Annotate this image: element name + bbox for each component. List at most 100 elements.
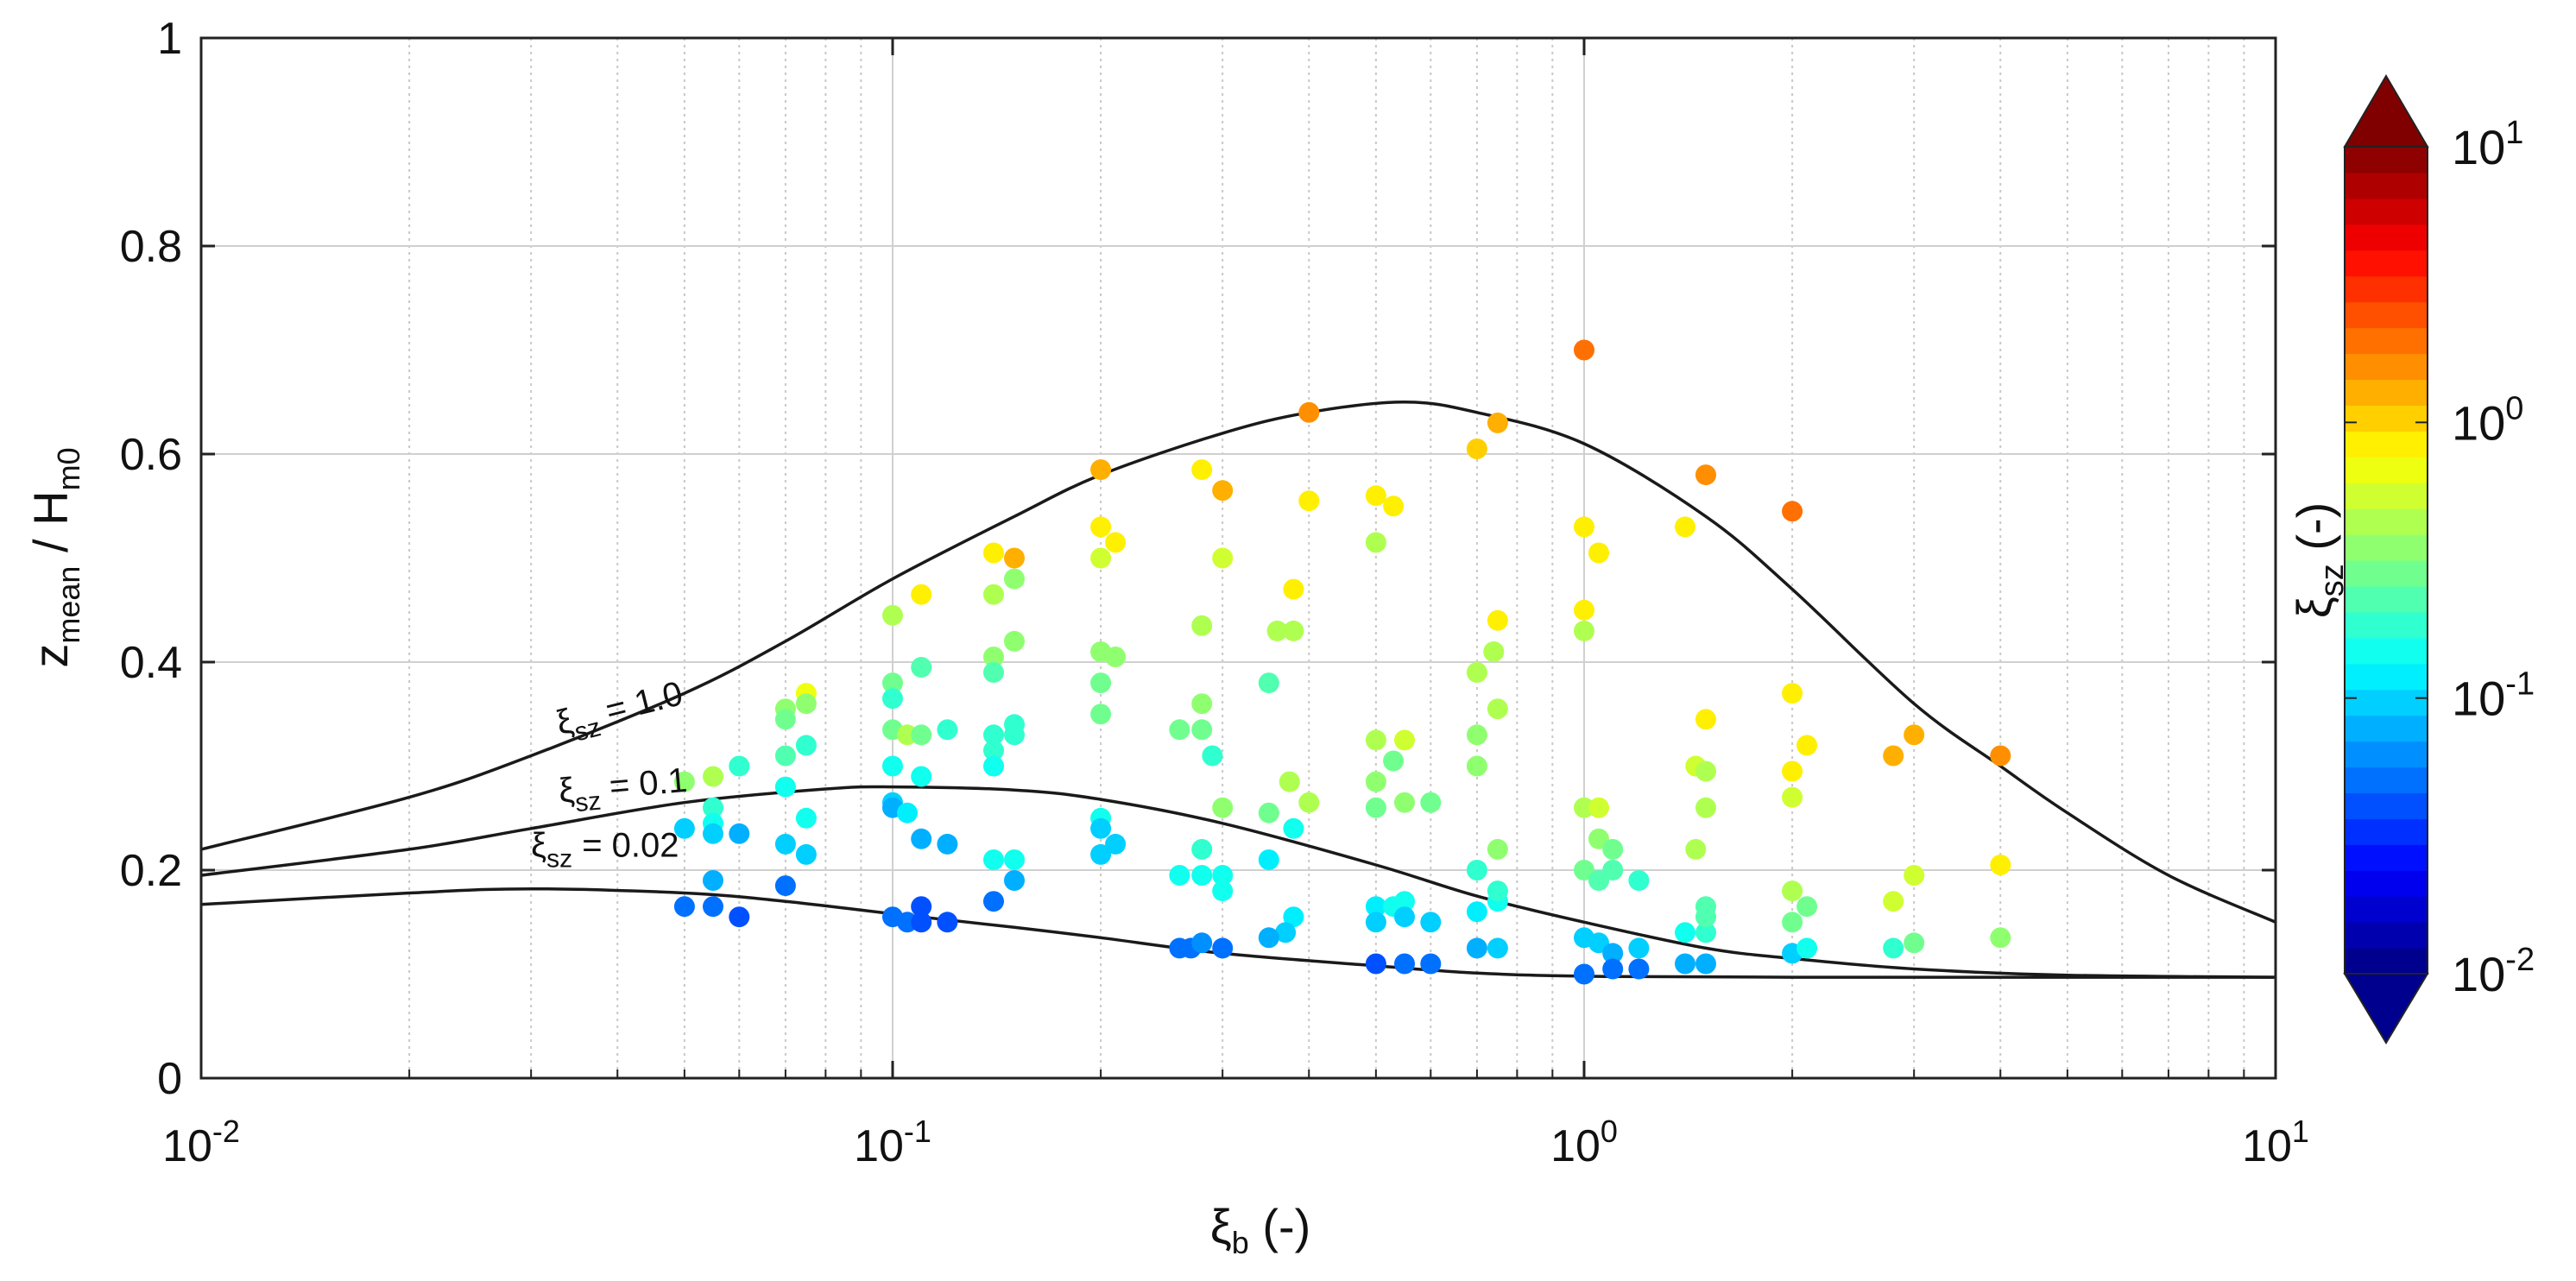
scatter-point (1574, 599, 1594, 621)
colorbar-ticks: 10-2 10-1 100 101 (2345, 115, 2535, 1001)
scatter-point (1487, 412, 1508, 433)
scatter-point (1487, 609, 1508, 631)
scatter-point (703, 766, 723, 787)
scatter-point (1990, 745, 2011, 767)
scatter-point (1258, 927, 1279, 949)
scatter-point (1394, 953, 1415, 975)
colorbar-level (2345, 637, 2428, 665)
scatter-point (774, 833, 796, 855)
scatter-point (703, 870, 723, 891)
colorbar-tick-label: 100 (2452, 390, 2523, 450)
scatter-point (1383, 495, 1405, 517)
scatter-point (911, 912, 932, 933)
scatter-point (1487, 937, 1508, 959)
y-axis-label: zmean / Hm0 (23, 447, 86, 667)
colorbar-level (2345, 715, 2428, 742)
scatter-point (937, 719, 958, 741)
colorbar-level (2345, 405, 2428, 432)
scatter-point (1466, 860, 1487, 880)
colorbar-level (2345, 147, 2428, 174)
scatter-point (1202, 745, 1223, 767)
scatter-point (1782, 760, 1803, 782)
scatter-point (1466, 901, 1487, 923)
scatter-point (774, 709, 796, 730)
scatter-point (1365, 485, 1386, 507)
colorbar-level (2345, 172, 2428, 199)
scatter-point (1365, 729, 1386, 751)
colorbar-level (2345, 585, 2428, 613)
scatter-point (1090, 817, 1112, 839)
scatter-point (1883, 891, 1904, 912)
scatter-point (1602, 838, 1624, 860)
scatter-point (1365, 953, 1386, 975)
y-tick-label: 0.6 (120, 430, 182, 480)
y-tick-label: 0.2 (120, 846, 182, 896)
colorbar-level (2345, 249, 2428, 277)
scatter-point (1904, 724, 1925, 746)
scatter-point (1090, 516, 1112, 538)
scatter-point (1574, 860, 1594, 880)
scatter-point (983, 647, 1004, 667)
colorbar-level (2345, 327, 2428, 355)
scatter-point (1782, 683, 1803, 704)
colorbar-level (2345, 689, 2428, 716)
scatter-point (1883, 745, 1904, 767)
scatter-point (1258, 849, 1279, 870)
scatter-point (1574, 516, 1594, 538)
scatter-point (1191, 865, 1213, 886)
scatter-point (673, 771, 695, 792)
colorbar-level (2345, 379, 2428, 406)
x-tick-label: 100 (1550, 1114, 1618, 1171)
scatter-point (729, 823, 750, 844)
scatter-point (774, 745, 796, 767)
scatter-point (703, 823, 723, 844)
colorbar-level (2345, 870, 2428, 897)
y-tick-label: 1 (157, 14, 182, 64)
scatter-point (911, 766, 932, 787)
y-tick-label: 0 (157, 1054, 182, 1104)
scatter-point (1990, 855, 2011, 875)
scatter-point (1782, 501, 1803, 522)
scatter-point (1394, 891, 1415, 912)
curve-label: ξsz = 0.1 (557, 761, 689, 819)
scatter-point (1602, 860, 1624, 880)
colorbar-level (2345, 301, 2428, 329)
scatter-point (1365, 532, 1386, 553)
scatter-point (1675, 922, 1695, 943)
colorbar-tick-label: 10-1 (2452, 666, 2535, 726)
scatter-point (882, 688, 903, 710)
scatter-point (1283, 578, 1304, 600)
colorbar-level (2345, 560, 2428, 587)
colorbar-level (2345, 431, 2428, 458)
scatter-point (983, 891, 1004, 912)
scatter-point (1394, 729, 1415, 751)
colorbar-level (2345, 948, 2428, 975)
scatter-point (795, 843, 817, 865)
scatter-point (1365, 896, 1386, 918)
scatter-point (1782, 912, 1803, 933)
scatter-point (1420, 792, 1442, 813)
scatter-point (1628, 937, 1650, 959)
scatter-point (1487, 880, 1508, 902)
scatter-point (1685, 838, 1707, 860)
colorbar-level (2345, 457, 2428, 483)
scatter-point (1090, 843, 1112, 865)
scatter-point (1602, 943, 1624, 964)
scatter-point (1283, 620, 1304, 641)
scatter-point (1675, 953, 1695, 975)
scatter-point (1212, 880, 1234, 902)
scatter-point (911, 896, 932, 918)
colorbar-level (2345, 483, 2428, 509)
colorbar-level (2345, 508, 2428, 535)
colorbar-level (2345, 663, 2428, 691)
scatter-point (1487, 838, 1508, 860)
scatter-point (1090, 704, 1112, 725)
scatter-point (1466, 439, 1487, 459)
scatter-point (937, 912, 958, 933)
scatter-point (1574, 339, 1594, 361)
scatter-point (1466, 662, 1487, 683)
scatter-point (1782, 880, 1803, 902)
scatter-point (1904, 932, 1925, 954)
scatter-point (1883, 937, 1904, 959)
scatter-point (1420, 953, 1442, 975)
